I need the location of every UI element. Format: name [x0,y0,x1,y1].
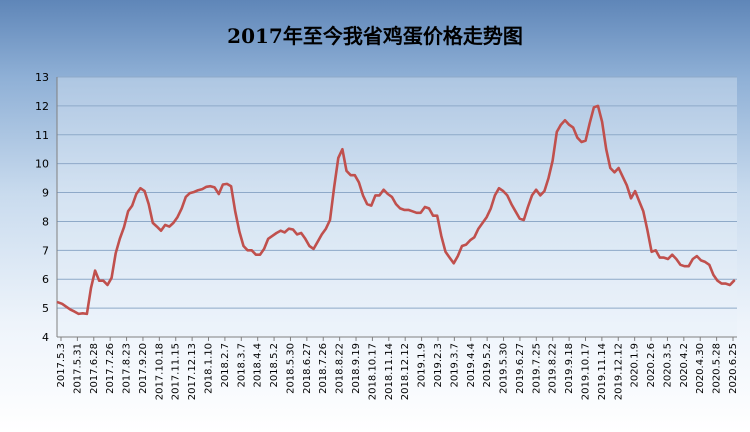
x-tick-label: 2018.8.22 [335,343,346,394]
x-tick-label: 2018.1.10 [204,343,215,394]
y-tick-label: 10 [35,158,49,171]
x-tick-label: 2020.4.2 [679,343,690,388]
x-tick-label: 2017.5.31 [72,343,83,394]
x-tick-label: 2019.9.18 [564,343,575,394]
x-tick-label: 2019.1.9 [417,343,428,388]
x-tick-label: 2018.7.26 [318,343,329,394]
x-tick-label: 2018.9.19 [351,343,362,394]
y-tick-label: 13 [35,71,49,84]
x-tick-label: 2019.8.22 [548,343,559,394]
x-tick-label: 2020.4.30 [695,343,706,394]
chart-title: 2017年至今我省鸡蛋价格走势图 [227,24,523,48]
y-tick-label: 4 [42,331,49,344]
y-tick-label: 7 [42,244,49,257]
x-tick-label: 2020.2.6 [646,343,657,388]
x-tick-label: 2018.5.2 [269,343,280,388]
x-tick-label: 2017.11.15 [171,343,182,400]
x-tick-label: 2019.5.30 [499,343,510,394]
x-tick-label: 2017.12.13 [187,343,198,400]
x-tick-label: 2019.11.14 [597,343,608,400]
x-tick-label: 2020.1.9 [630,343,641,388]
x-tick-label: 2018.5.30 [285,343,296,394]
y-tick-label: 6 [42,273,49,286]
x-tick-label: 2020.6.25 [728,343,739,394]
x-tick-label: 2017.6.28 [89,343,100,394]
x-tick-label: 2017.10.18 [154,343,165,400]
y-tick-label: 12 [35,100,49,113]
x-tick-label: 2018.10.17 [367,343,378,400]
x-tick-label: 2019.4.4 [466,343,477,388]
y-tick-label: 11 [35,129,49,142]
x-tick-label: 2019.12.12 [613,343,624,400]
x-tick-label: 2019.10.17 [580,343,591,400]
x-tick-label: 2019.3.7 [449,343,460,388]
x-tick-label: 2017.8.23 [122,343,133,394]
x-tick-label: 2018.2.7 [220,343,231,388]
y-tick-label: 8 [42,215,49,228]
series-line [56,104,736,316]
x-tick-label: 2017.7.26 [105,343,116,394]
x-tick-label: 2018.4.4 [253,343,264,388]
x-tick-label: 2020.5.28 [712,343,723,394]
x-tick-label: 2018.3.7 [236,343,247,388]
x-tick-label: 2019.5.2 [482,343,493,388]
x-tick-label: 2019.2.3 [433,343,444,388]
x-tick-label: 2020.3.5 [662,343,673,388]
x-tick-label: 2017.5.3 [56,343,67,388]
y-tick-label: 5 [42,302,49,315]
x-tick-label: 2018.6.27 [302,343,313,394]
x-tick-label: 2017.9.20 [138,343,149,394]
x-tick-label: 2019.6.27 [515,343,526,394]
x-tick-label: 2018.11.14 [384,343,395,400]
y-tick-label: 9 [42,187,49,200]
x-tick-label: 2018.12.12 [400,343,411,400]
x-tick-label: 2019.7.25 [531,343,542,394]
